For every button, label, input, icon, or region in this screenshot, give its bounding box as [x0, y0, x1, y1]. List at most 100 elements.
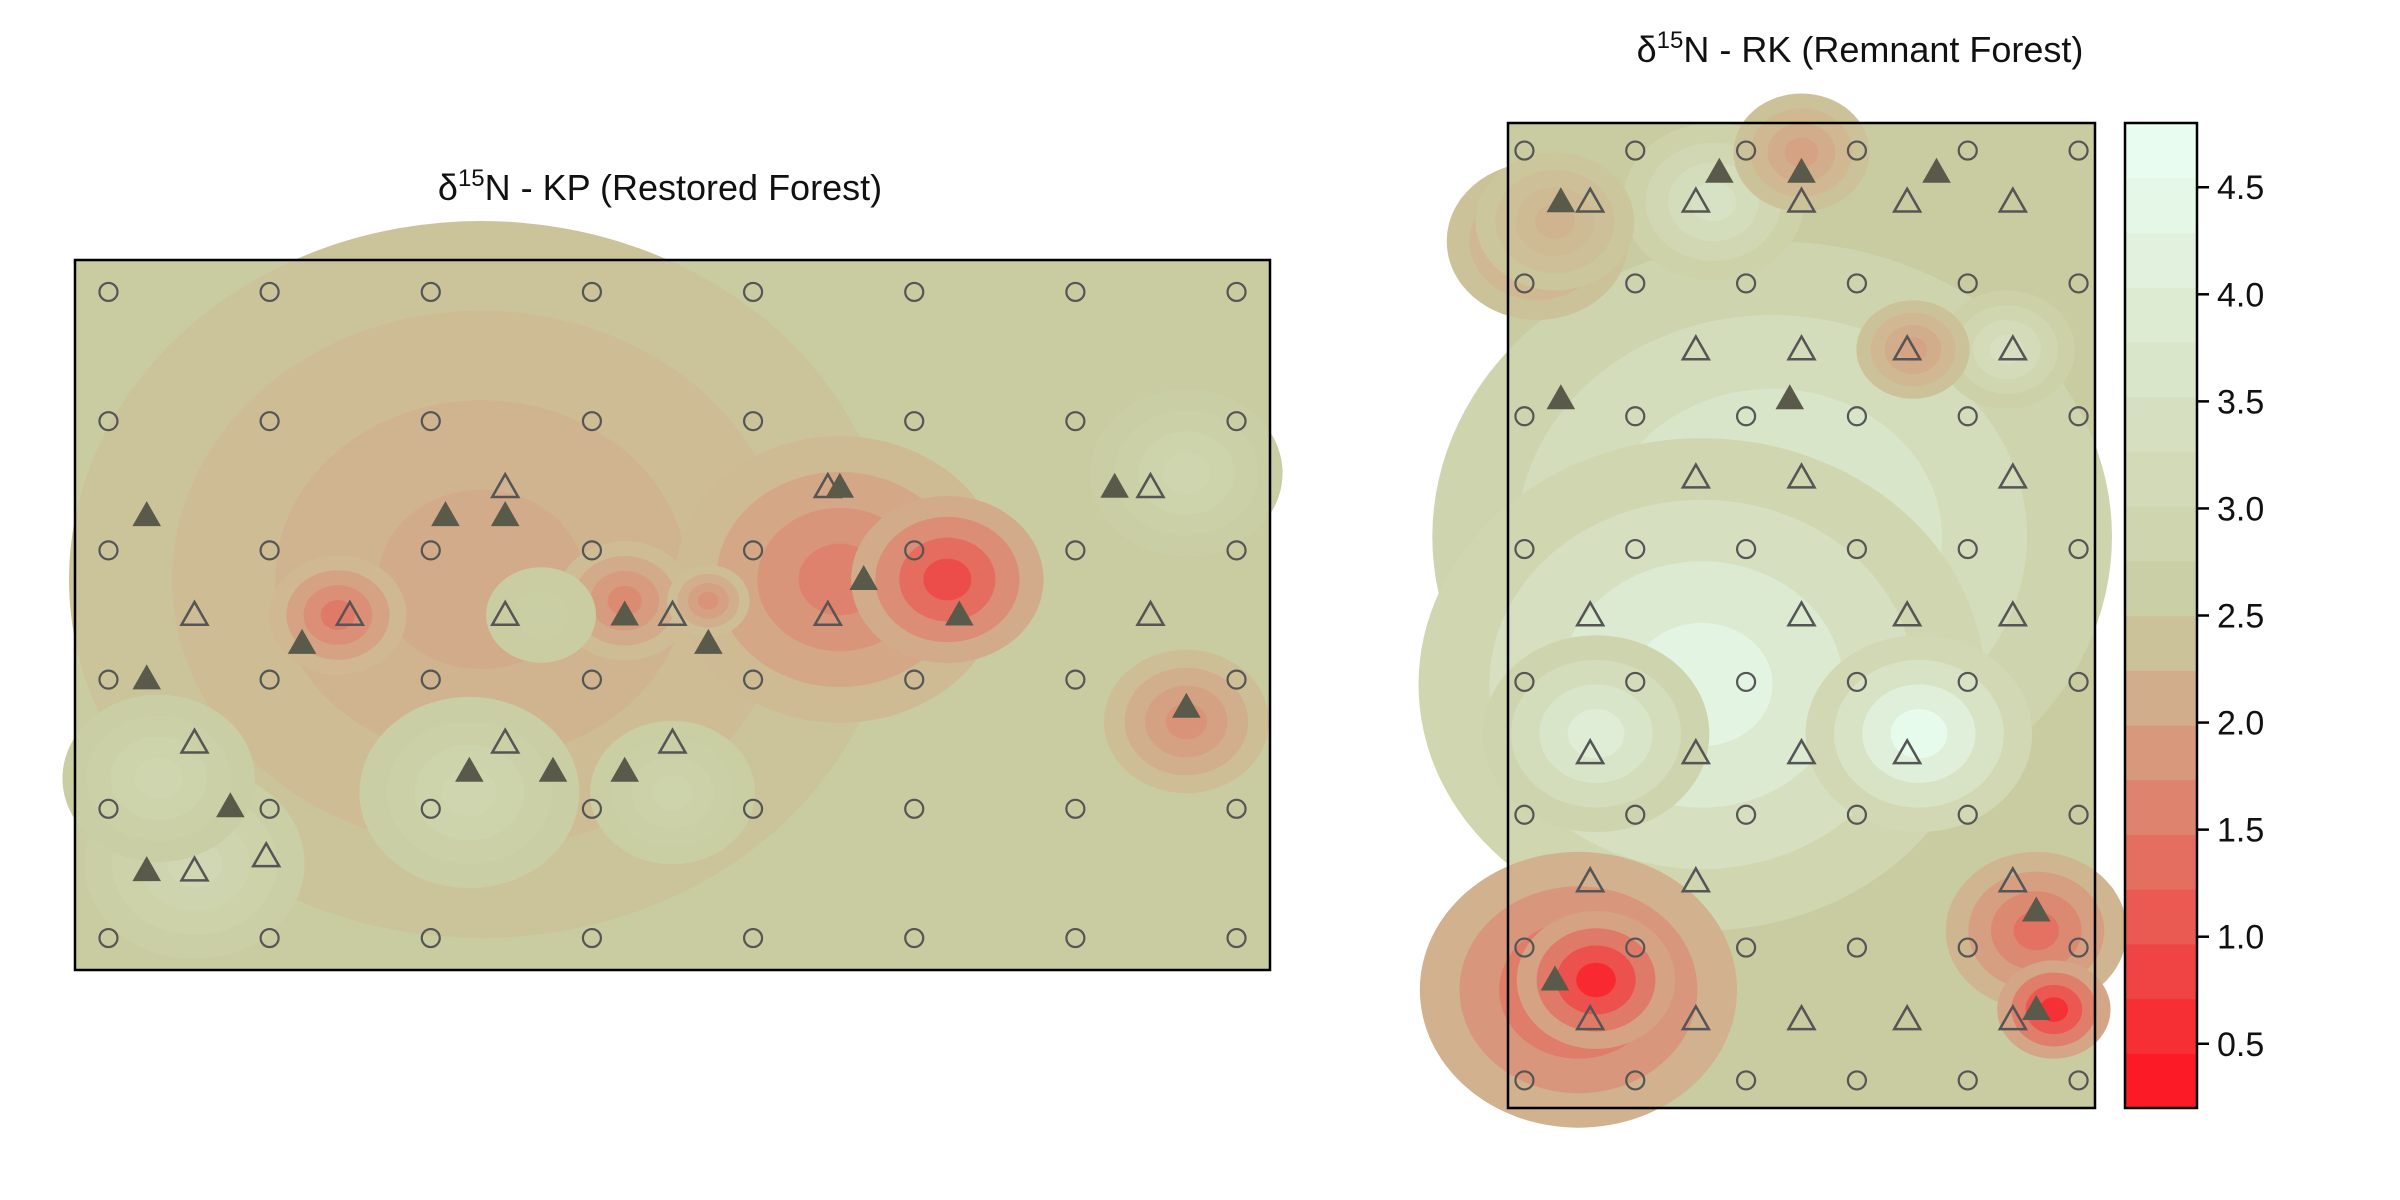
left-grid-circle	[742, 540, 764, 561]
left-grid-circle	[420, 927, 441, 949]
right-grid-circle	[1625, 804, 1646, 825]
right-grid-circle	[2068, 1070, 2089, 1091]
left-contour-band	[651, 774, 694, 811]
left-grid-circle	[259, 798, 280, 819]
right-open-triangle	[1575, 1003, 1606, 1031]
left-grid-circle	[1065, 798, 1086, 819]
right-contour-band	[1690, 182, 1737, 222]
left-open-triangle	[657, 599, 688, 626]
left-grid-circle	[1226, 798, 1247, 819]
left-grid-circle	[420, 281, 441, 303]
right-grid-circle	[1514, 671, 1535, 693]
right-grid-circle	[1735, 804, 1757, 825]
legend-band	[2125, 287, 2197, 343]
left-grid-circle	[259, 540, 280, 561]
left-grid-circle	[1226, 669, 1247, 690]
right-grid-circle	[1846, 140, 1868, 161]
right-open-triangle	[1997, 186, 2028, 213]
right-grid-circle	[1846, 406, 1868, 427]
legend-tick-label: 0.5	[2217, 1026, 2264, 1064]
left-open-triangle	[179, 855, 210, 882]
right-chart-title: δ15N - RK (Remnant Forest)	[1637, 27, 2084, 70]
left-grid-circle	[98, 669, 119, 690]
left-grid-circle	[259, 281, 280, 303]
right-open-triangle	[1680, 334, 1711, 361]
right-contour-band	[1576, 962, 1616, 998]
right-filled-triangle	[1922, 157, 1951, 183]
left-grid-circle	[742, 927, 764, 949]
right-open-triangle	[1786, 462, 1817, 489]
left-filled-triangle	[216, 792, 245, 818]
left-chart-title: δ15N - KP (Restored Forest)	[438, 165, 882, 208]
left-filled-triangle	[945, 600, 974, 626]
left-open-triangle	[1135, 471, 1166, 499]
right-grid-circle	[1514, 538, 1535, 560]
left-filled-triangle	[694, 628, 723, 654]
legend-tick-label: 3.5	[2217, 383, 2264, 421]
left-open-triangle	[179, 727, 210, 754]
right-open-triangle	[1680, 737, 1711, 765]
left-grid-circle	[904, 927, 925, 949]
left-contour-band	[923, 558, 972, 601]
left-grid-circle	[904, 669, 925, 690]
right-filled-triangle	[2022, 994, 2051, 1020]
left-grid-circle	[420, 669, 441, 690]
legend-band	[2125, 724, 2197, 781]
left-filled-triangle	[825, 472, 855, 498]
left-contour-band	[441, 768, 497, 817]
left-grid-circle	[904, 798, 925, 819]
legend-band	[2125, 396, 2197, 452]
left-contour-fills	[62, 221, 1283, 960]
right-grid-circle	[1514, 406, 1535, 427]
right-grid-circle	[1735, 273, 1757, 294]
left-grid-circles	[98, 281, 1247, 949]
right-triangles	[1540, 157, 2051, 1031]
right-grid-circle	[1846, 937, 1868, 958]
legend-band	[2125, 506, 2197, 562]
right-grid-circle	[1957, 671, 1978, 693]
left-open-triangle	[490, 599, 521, 626]
left-grid-circle	[904, 540, 925, 561]
left-grid-circle	[742, 798, 764, 819]
right-open-triangle	[1892, 599, 1923, 627]
right-grid-circle	[1957, 406, 1978, 427]
left-open-triangle	[490, 727, 521, 754]
right-open-triangle	[1786, 334, 1817, 361]
right-grid-circle	[1735, 406, 1757, 427]
left-grid-circle	[581, 411, 603, 432]
right-grid-circle	[1514, 1070, 1535, 1091]
left-grid-circle	[259, 669, 280, 690]
right-open-triangle	[1680, 186, 1711, 213]
left-title-delta: δ	[438, 167, 458, 208]
legend-tick-label: 4.5	[2217, 169, 2264, 207]
left-grid-circle	[1226, 927, 1247, 949]
right-filled-triangle	[1775, 384, 1805, 410]
legend-band	[2125, 670, 2197, 726]
left-filled-triangle	[610, 600, 639, 626]
right-open-triangle	[1997, 462, 2028, 489]
legend-tick-label: 1.0	[2217, 919, 2264, 957]
right-grid-circle	[1735, 538, 1757, 560]
right-open-triangle	[1680, 462, 1711, 489]
right-title-delta: δ	[1637, 29, 1657, 70]
right-grid-circle	[1846, 1070, 1868, 1091]
right-heatmap-frame	[1506, 121, 2097, 1110]
right-grid-circles	[1514, 140, 2089, 1091]
left-filled-triangle	[849, 564, 878, 590]
right-grid-circle	[2068, 406, 2089, 427]
legend-band	[2125, 123, 2197, 179]
right-grid-circle	[1735, 671, 1757, 693]
left-filled-triangle	[1100, 472, 1129, 498]
left-title-main: N - KP (Restored Forest)	[485, 167, 882, 208]
left-filled-triangle	[287, 628, 317, 654]
legend-tick-label: 4.0	[2217, 276, 2264, 314]
right-grid-circle	[1514, 937, 1535, 958]
left-grid-circle	[904, 281, 925, 303]
right-open-triangle	[1786, 1003, 1817, 1031]
right-contour-band	[1890, 709, 1948, 759]
left-grid-circle	[98, 927, 119, 949]
right-grid-circle	[1625, 1070, 1646, 1091]
right-open-triangle	[1892, 334, 1923, 361]
right-open-triangle	[1575, 737, 1606, 765]
